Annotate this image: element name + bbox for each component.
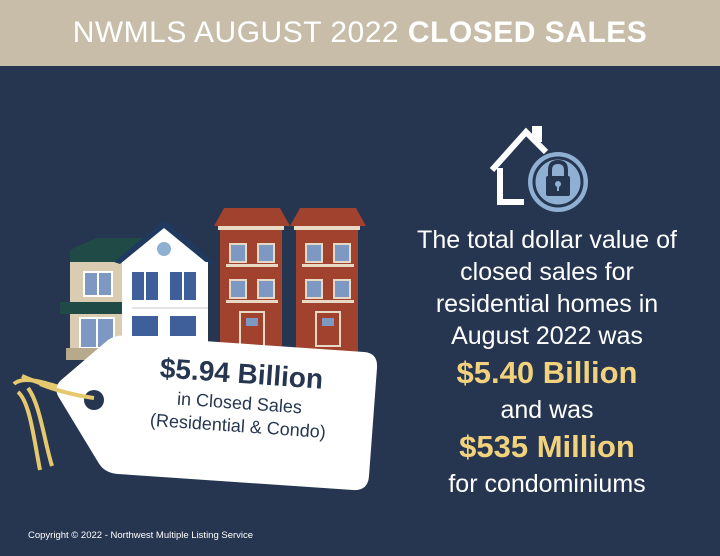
main-copy: The total dollar value of closed sales f… [388,224,706,500]
price-tag-text: $5.94 Billion in Closed Sales (Residenti… [127,348,352,445]
title-bold: CLOSED SALES [407,16,648,49]
title-light: NWMLS AUGUST 2022 [72,16,400,49]
copy-line-5: and was [500,396,594,424]
copy-line-4: August 2022 was [451,322,643,350]
page-title: NWMLS AUGUST 2022 CLOSED SALES [73,16,648,50]
brick-building-right [290,208,366,352]
copy-line-1: The total dollar value of [417,226,677,254]
brick-building-left [214,208,290,352]
price-tag-icon [12,335,378,491]
house-lock-icon [489,126,588,212]
copyright-footer: Copyright © 2022 - Northwest Multiple Li… [28,530,254,541]
condo-amount: $535 Million [459,429,635,464]
copy-line-6: for condominiums [448,470,646,498]
residential-amount: $5.40 Billion [456,355,638,390]
header-banner: NWMLS AUGUST 2022 CLOSED SALES [0,0,720,66]
houses-illustration [12,208,378,491]
copy-line-2: closed sales for [460,258,634,286]
copy-line-3: residential homes in [435,290,659,318]
